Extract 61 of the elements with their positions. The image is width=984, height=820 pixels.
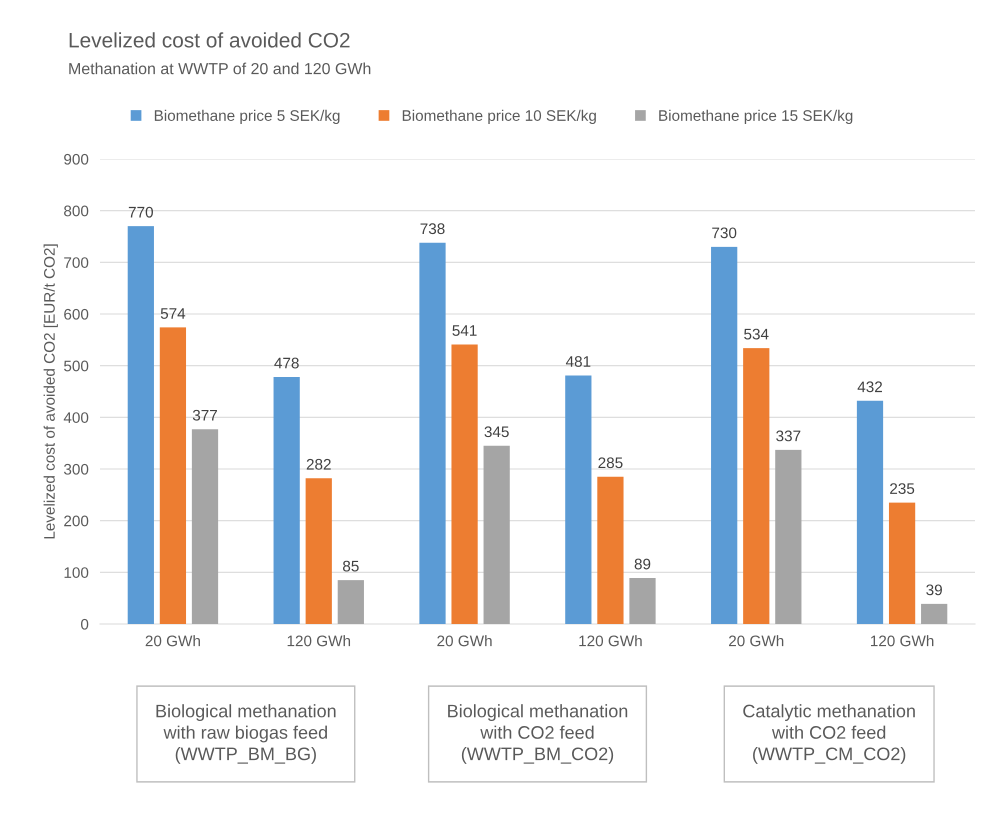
- x-tick-label: 20 GWh: [437, 635, 492, 646]
- bar: [160, 327, 186, 624]
- y-tick-label: 100: [64, 567, 88, 578]
- legend-label: Biomethane price 15 SEK/kg: [659, 110, 852, 124]
- data-label: 541: [452, 325, 477, 336]
- bar: [597, 476, 624, 624]
- data-label: 282: [306, 458, 331, 470]
- legend-label: Biomethane price 5 SEK/kg: [154, 110, 340, 124]
- legend-label: Biomethane price 10 SEK/kg: [402, 110, 596, 124]
- bar: [629, 578, 656, 624]
- bar: [888, 502, 916, 624]
- data-label: 39: [926, 584, 942, 596]
- y-tick-label: 400: [64, 412, 88, 424]
- data-label: 285: [598, 457, 623, 468]
- data-label: 235: [890, 483, 914, 494]
- bar: [484, 446, 510, 624]
- bar: [743, 348, 770, 624]
- y-tick-label: 500: [64, 360, 88, 372]
- data-label: 730: [712, 227, 736, 238]
- data-label: 85: [343, 560, 359, 572]
- bar: [274, 377, 300, 624]
- y-tick-label: 300: [64, 464, 88, 475]
- data-label: 738: [420, 223, 445, 234]
- bar: [306, 478, 332, 624]
- text: Biological methanation with CO2 feed (WWTP_BM_CO2): [448, 704, 628, 764]
- chart-title: Levelized cost of avoided CO2: [70, 32, 350, 48]
- data-label: 574: [160, 308, 186, 319]
- bar: [565, 375, 592, 624]
- bar: [338, 580, 364, 624]
- y-tick-label: 0: [80, 618, 88, 630]
- bar: [128, 226, 154, 624]
- bar: [419, 242, 446, 624]
- data-label: 89: [634, 558, 650, 570]
- data-label: 432: [858, 381, 882, 392]
- x-tick-label: 20 GWh: [146, 635, 200, 646]
- bar: [192, 429, 218, 624]
- bar: [856, 400, 884, 624]
- y-tick-label: 200: [64, 516, 88, 526]
- y-tick-label: 600: [64, 308, 88, 320]
- y-tick-label: 700: [64, 257, 88, 268]
- data-label: 478: [274, 358, 299, 368]
- data-label: 481: [566, 356, 590, 367]
- x-tick-label: 120 GWh: [870, 635, 934, 646]
- y-axis-title: Levelized cost of avoided CO2 [EUR/t CO2]: [44, 244, 58, 538]
- bar: [775, 450, 802, 624]
- data-label: 337: [776, 430, 800, 442]
- data-label: 377: [192, 410, 217, 421]
- bar: [711, 246, 738, 624]
- y-tick-label: 800: [64, 206, 88, 216]
- data-label: 345: [484, 426, 509, 438]
- text: Catalytic methanation with CO2 feed (WWTP_CM_CO2): [743, 704, 915, 764]
- y-tick-label: 900: [64, 154, 88, 165]
- data-label: 770: [128, 206, 153, 218]
- x-tick-label: 120 GWh: [579, 635, 642, 646]
- chart-subtitle: Methanation at WWTP of 20 and 120 GWh: [69, 62, 370, 74]
- text: Biological methanation with raw biogas feed (WWTP_BM_BG): [156, 704, 336, 764]
- bar: [451, 344, 478, 624]
- data-label: 534: [744, 328, 769, 340]
- bar: [921, 604, 948, 624]
- x-tick-label: 20 GWh: [729, 635, 784, 646]
- x-tick-label: 120 GWh: [288, 635, 350, 646]
